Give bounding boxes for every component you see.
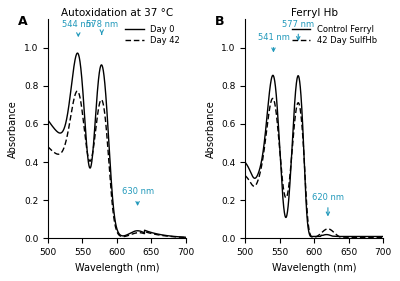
Legend: Day 0, Day 42: Day 0, Day 42: [124, 23, 182, 46]
Legend: Control Ferryl, 42 Day SulfHb: Control Ferryl, 42 Day SulfHb: [290, 23, 379, 46]
Text: 544 nm: 544 nm: [62, 20, 94, 36]
Text: 578 nm: 578 nm: [86, 20, 118, 34]
Text: 630 nm: 630 nm: [122, 187, 154, 205]
Title: Ferryl Hb: Ferryl Hb: [291, 8, 338, 18]
Text: A: A: [18, 15, 27, 28]
Y-axis label: Absorbance: Absorbance: [206, 100, 216, 158]
X-axis label: Wavelength (nm): Wavelength (nm): [75, 263, 159, 273]
X-axis label: Wavelength (nm): Wavelength (nm): [272, 263, 356, 273]
Text: 577 nm: 577 nm: [282, 20, 314, 40]
Y-axis label: Absorbance: Absorbance: [8, 100, 18, 158]
Title: Autoxidation at 37 °C: Autoxidation at 37 °C: [61, 8, 173, 18]
Text: 620 nm: 620 nm: [312, 193, 344, 215]
Text: B: B: [215, 15, 224, 28]
Text: 541 nm: 541 nm: [258, 33, 290, 51]
